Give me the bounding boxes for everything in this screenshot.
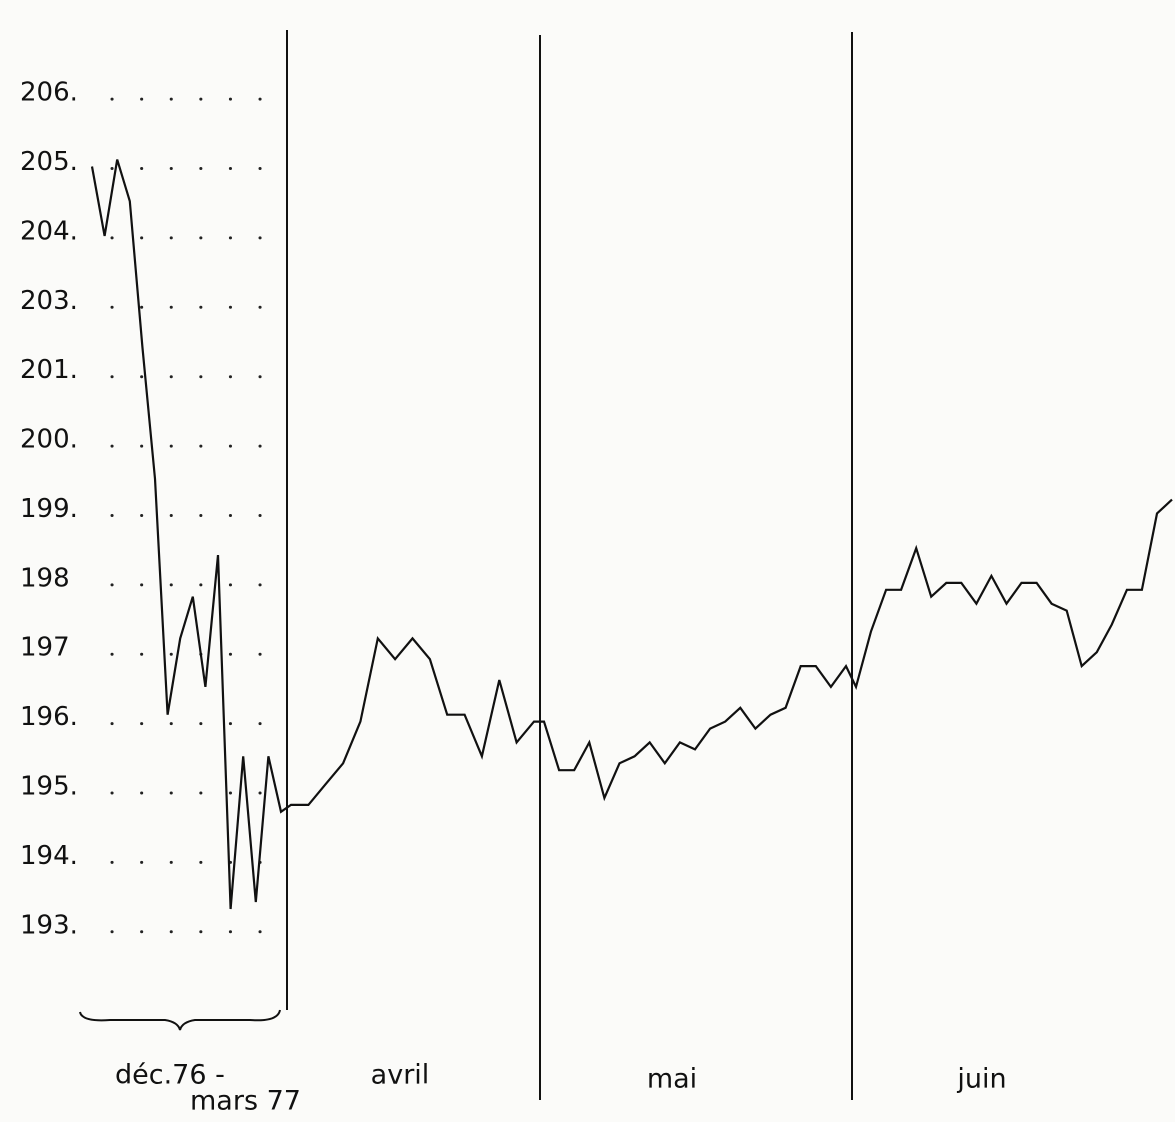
brace <box>79 1009 281 1031</box>
y-tick-label: 197 <box>20 633 70 663</box>
price-line <box>90 159 1173 910</box>
y-tick-label: 206. <box>20 78 78 108</box>
y-tick-label: 194. <box>20 841 78 871</box>
y-tick-label: 193. <box>20 910 78 940</box>
y-tick-label: 199. <box>20 494 78 524</box>
y-tick-label: 198 <box>20 563 70 593</box>
x-section-label: avril <box>371 1060 430 1091</box>
y-tick-label: 204. <box>20 216 78 246</box>
x-section-label: déc.76 - <box>115 1060 225 1091</box>
y-tick-label: 203. <box>20 286 78 316</box>
y-tick-label: 196. <box>20 702 78 732</box>
y-tick-label: 205. <box>20 147 78 177</box>
y-tick-label: 201. <box>20 355 78 385</box>
x-section-label: mai <box>647 1064 697 1095</box>
x-section-label: mars 77 <box>190 1086 301 1117</box>
y-tick-label: 195. <box>20 772 78 802</box>
y-tick-label: 200. <box>20 425 78 455</box>
x-section-label: juin <box>956 1064 1006 1095</box>
